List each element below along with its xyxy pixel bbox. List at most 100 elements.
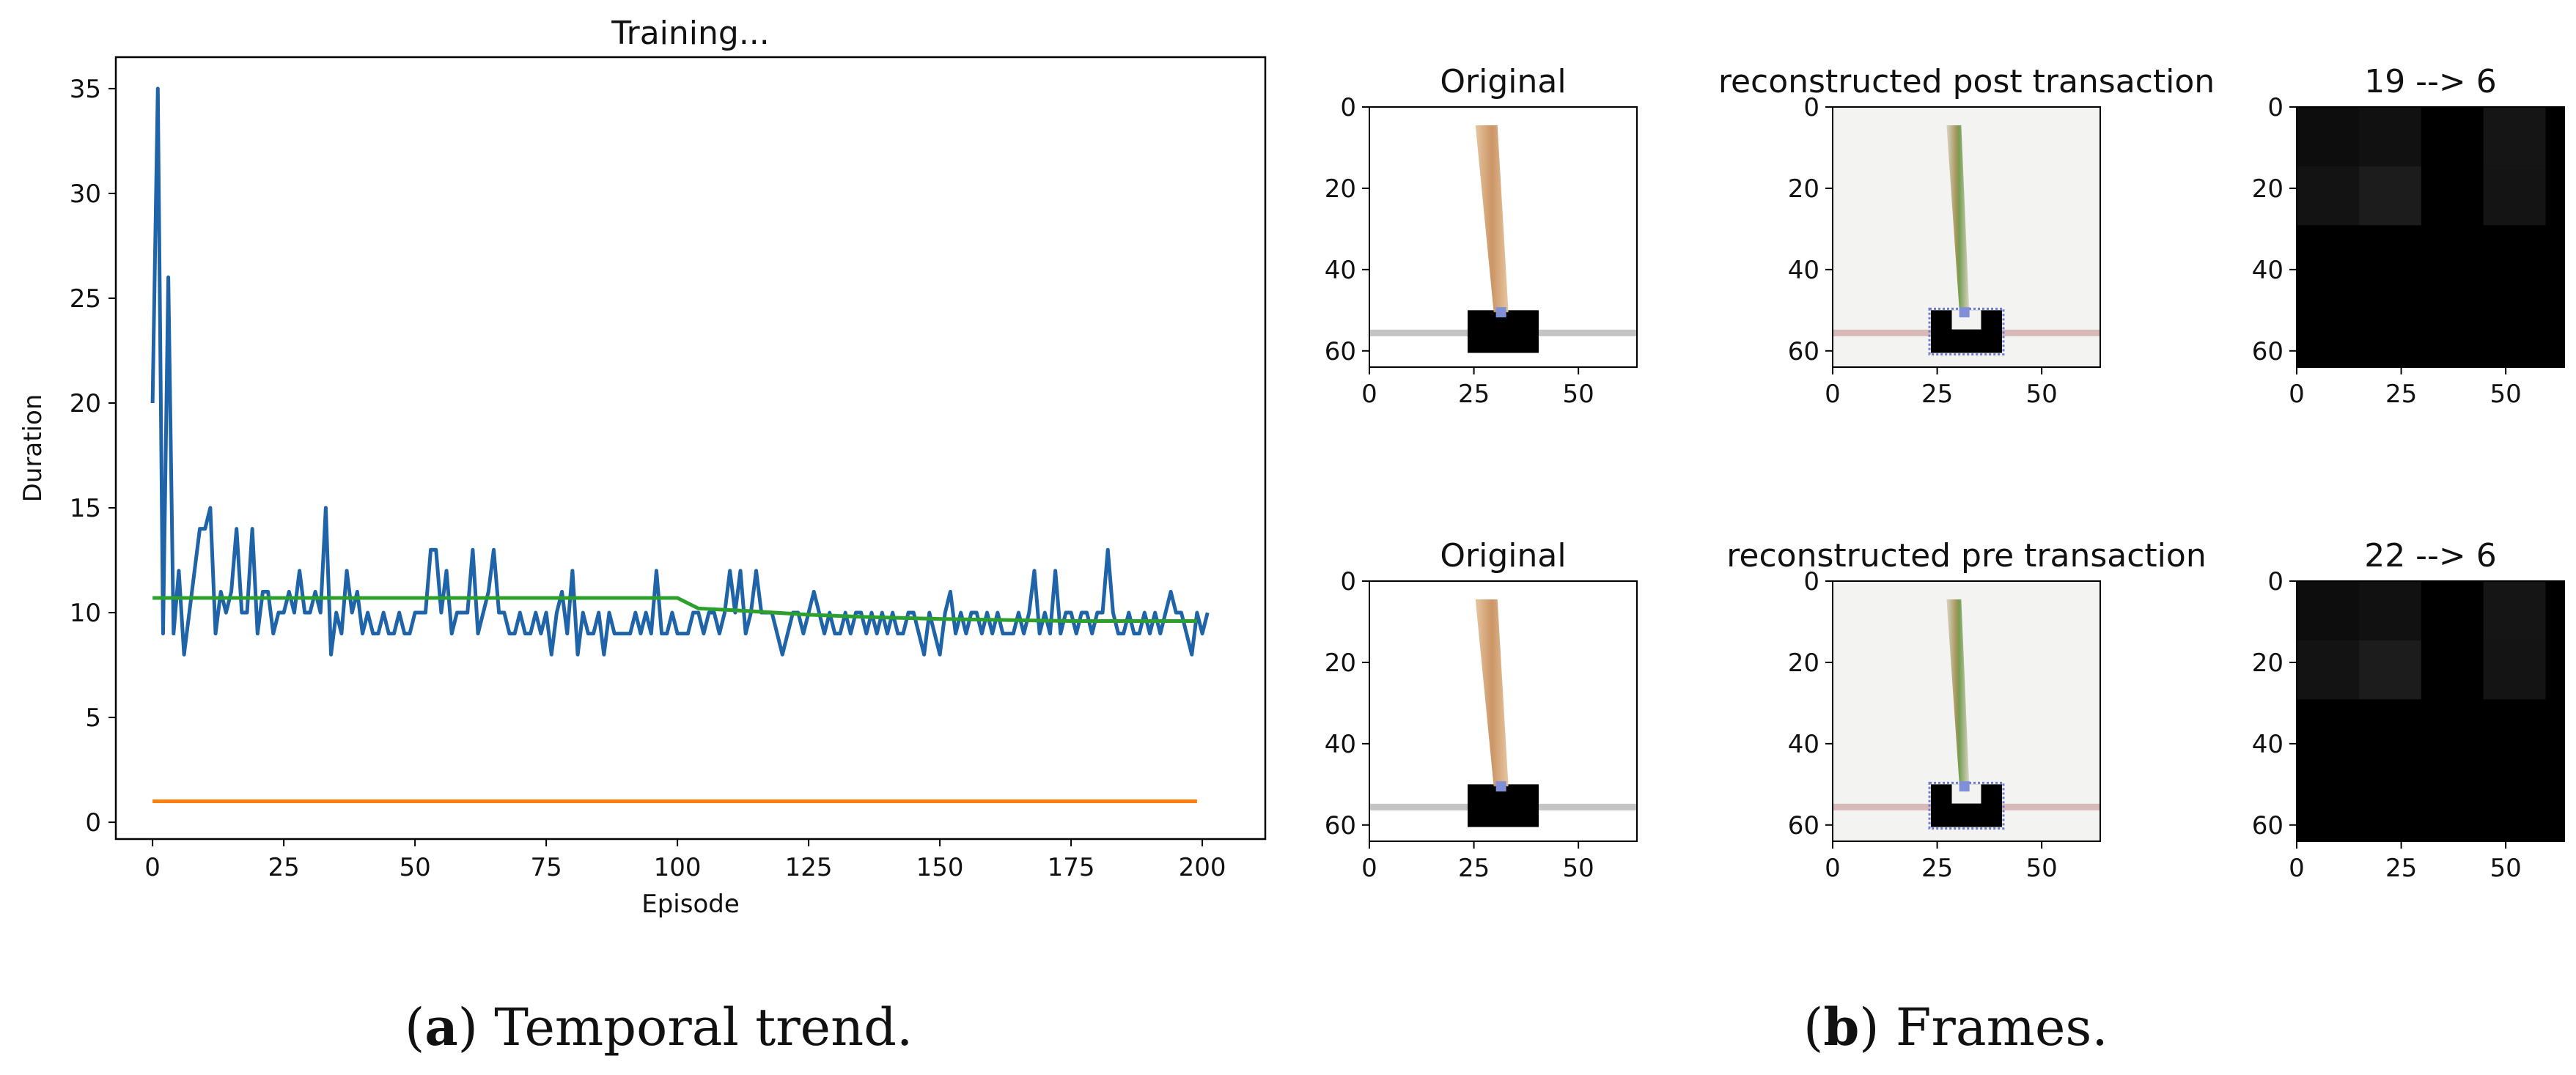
x-tick-label: 0 (2289, 854, 2305, 883)
y-axis-label: Duration (18, 394, 48, 503)
caption-a-letter: a (424, 997, 458, 1057)
x-tick-label: 0 (2289, 380, 2305, 409)
x-tick-label: 25 (1458, 854, 1490, 883)
dark-image-cell (2358, 107, 2421, 166)
dark-image-cell (2358, 640, 2421, 700)
x-tick-label: 50 (2026, 854, 2058, 883)
pole (1475, 599, 1509, 787)
dark-image-cell (2297, 640, 2359, 700)
x-tick-label: 50 (1563, 380, 1594, 409)
dark-image-cell (2358, 166, 2421, 226)
frame-panel: Original 0 25 50 0 20 40 60 (1325, 537, 1638, 883)
y-tick-label: 5 (85, 703, 101, 733)
axle (1959, 781, 1970, 792)
y-tick-label: 60 (2252, 811, 2284, 841)
y-tick-label: 20 (2252, 649, 2284, 678)
series-duration-line (150, 86, 1210, 657)
y-tick-label: 60 (1788, 337, 1819, 366)
x-tick-label: 0 (144, 853, 161, 882)
frame-panel: 22 --> 6 0 25 50 0 20 40 60 (2252, 537, 2565, 883)
y-tick-label: 15 (70, 494, 101, 523)
x-tick-label: 175 (1048, 853, 1095, 882)
training-chart: Training... 0 25 50 75 100 125 150 175 200 0 5 10 15 2… (18, 15, 1267, 919)
frames-grid: Original 0 25 50 0 20 40 60 reconstructed post t… (1325, 63, 2565, 883)
panel-title: 22 --> 6 (2364, 537, 2497, 575)
x-tick-label: 0 (1825, 854, 1841, 883)
caption-b-text: Frames. (1879, 997, 2108, 1057)
y-tick-label: 60 (1325, 811, 1356, 841)
y-tick-label: 60 (2252, 337, 2284, 366)
panel-title: reconstructed post transaction (1718, 63, 2215, 100)
y-tick-label: 40 (2252, 256, 2284, 285)
x-tick-label: 150 (916, 853, 964, 882)
x-tick-label: 75 (530, 853, 562, 882)
x-tick-label: 125 (785, 853, 833, 882)
y-tick-label: 10 (70, 599, 101, 628)
x-tick-label: 50 (2026, 380, 2058, 409)
axle (1495, 781, 1506, 792)
plot-frame (114, 56, 1267, 841)
y-tick-label: 35 (70, 75, 101, 104)
x-tick-label: 25 (1458, 380, 1490, 409)
dark-image-cell (2483, 640, 2546, 700)
caption-b: (b) Frames. (1803, 997, 2108, 1057)
frame-panel: 19 --> 6 0 25 50 0 20 40 60 (2252, 63, 2565, 409)
y-tick-label: 40 (1788, 730, 1819, 759)
dark-image-cell (2483, 581, 2546, 640)
caption-a: (a) Temporal trend. (405, 997, 913, 1057)
series-green-line (152, 596, 1197, 623)
y-tick-label: 0 (2267, 93, 2284, 122)
y-tick-label: 40 (1325, 730, 1356, 759)
panel-title: 19 --> 6 (2364, 63, 2497, 100)
y-tick-label: 40 (2252, 730, 2284, 759)
y-tick-label: 0 (1803, 567, 1819, 596)
y-tick-label: 20 (1325, 174, 1356, 204)
x-tick-label: 0 (1825, 380, 1841, 409)
x-tick-label: 50 (2490, 854, 2522, 883)
panel-frame (2296, 580, 2565, 842)
pole (1946, 599, 1970, 787)
dark-image-cell (2358, 581, 2421, 640)
y-tick-label: 40 (1788, 256, 1819, 285)
dark-image-cell (2297, 166, 2359, 226)
x-tick-label: 25 (2385, 380, 2417, 409)
y-tick-label: 40 (1325, 256, 1356, 285)
x-tick-label: 50 (2490, 380, 2522, 409)
y-tick-label: 20 (70, 389, 101, 418)
panel-title: Original (1440, 537, 1566, 575)
x-tick-label: 200 (1179, 853, 1226, 882)
dark-image-cell (2483, 107, 2546, 166)
y-tick-label: 0 (1340, 567, 1356, 596)
pole (1475, 125, 1509, 313)
chart-title: Training... (611, 15, 770, 52)
y-tick-label: 0 (1803, 93, 1819, 122)
y-tick-label: 60 (1325, 337, 1356, 366)
y-tick-label: 25 (70, 284, 101, 314)
panel-frame (2296, 106, 2565, 368)
x-tick-label: 0 (1361, 854, 1377, 883)
axle (1495, 307, 1506, 318)
panel-frame (1369, 106, 1638, 368)
panel-title: reconstructed pre transaction (1726, 537, 2206, 575)
y-tick-label: 0 (1340, 93, 1356, 122)
dark-image-cell (2483, 166, 2546, 226)
x-tick-label: 100 (654, 853, 702, 882)
frame-panel: Original 0 25 50 0 20 40 60 (1325, 63, 1638, 409)
x-tick-label: 25 (2385, 854, 2417, 883)
x-axis-label: Episode (641, 890, 740, 919)
panel-frame (1832, 580, 2101, 842)
y-tick-label: 20 (1788, 649, 1819, 678)
x-tick-label: 25 (1921, 854, 1953, 883)
panel-frame (1832, 106, 2101, 368)
y-tick-label: 0 (85, 808, 101, 838)
pole (1946, 125, 1970, 313)
x-tick-label: 25 (1921, 380, 1953, 409)
y-tick-label: 60 (1788, 811, 1819, 841)
panel-frame (1369, 580, 1638, 842)
x-tick-label: 0 (1361, 380, 1377, 409)
y-tick-label: 30 (70, 180, 101, 209)
dark-image-cell (2297, 107, 2359, 166)
